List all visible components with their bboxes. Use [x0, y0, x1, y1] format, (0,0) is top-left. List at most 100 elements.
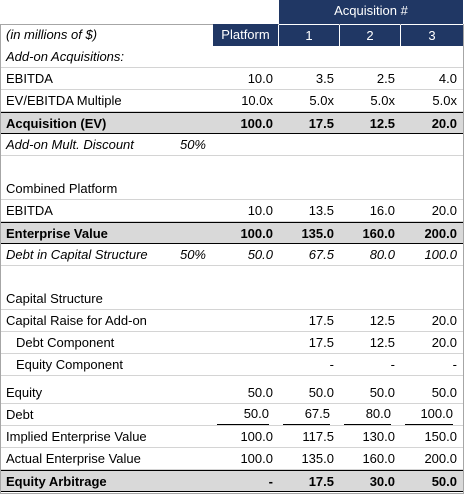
value: - — [268, 474, 273, 489]
table-row: Equity Arbitrage - 17.5 30.0 50.0 — [1, 470, 463, 492]
row-percent — [178, 382, 213, 403]
value-cell: 100.0 — [213, 426, 279, 447]
value: 200.0 — [424, 226, 457, 241]
value-cell: 80.0 — [340, 404, 401, 425]
value-cell: 2.5 — [340, 68, 401, 89]
table-row: Add-on Acquisitions: — [1, 46, 463, 68]
value-cell: 13.5 — [279, 200, 340, 221]
row-percent — [178, 354, 213, 375]
value-cell: - — [340, 354, 401, 375]
value-cell: 5.0x — [279, 90, 340, 111]
value: 17.5 — [308, 313, 334, 328]
value-cell: 12.5 — [340, 310, 401, 331]
row-percent — [178, 178, 213, 199]
value-cell: - — [401, 354, 463, 375]
value-cell: 10.0 — [213, 68, 279, 89]
value-cell: 150.0 — [401, 426, 463, 447]
value: 50.0 — [247, 385, 273, 400]
row-percent — [178, 426, 213, 447]
value-cell: 50.0 — [213, 404, 279, 425]
row-label: Debt Component — [16, 335, 115, 350]
value-cell: 160.0 — [340, 448, 401, 469]
value-cell: 200.0 — [401, 448, 463, 469]
row-percent — [178, 223, 213, 243]
table-row: Add-on Mult. Discount 50% — [1, 134, 463, 156]
value-cell: 117.5 — [279, 426, 340, 447]
value: 100.0 — [424, 247, 457, 262]
row-label: Acquisition (EV) — [6, 116, 107, 131]
value: 20.0 — [431, 313, 457, 328]
value: 160.0 — [362, 226, 395, 241]
value: - — [329, 357, 334, 372]
row-percent: 50% — [179, 247, 206, 262]
value-cell — [401, 134, 463, 155]
value-cell: 20.0 — [401, 310, 463, 331]
caption: (in millions of $) — [6, 27, 98, 42]
value: 67.5 — [283, 404, 330, 425]
value-cell: 30.0 — [340, 471, 401, 491]
value-cell — [401, 46, 463, 67]
value-cell: 50.0 — [213, 244, 279, 265]
value: 50.0 — [431, 474, 457, 489]
row-percent — [178, 471, 213, 491]
row-percent — [178, 332, 213, 353]
value-cell: 67.5 — [279, 244, 340, 265]
value: 12.5 — [369, 335, 395, 350]
value-cell — [213, 332, 279, 353]
value: 100.0 — [240, 451, 273, 466]
value: 20.0 — [431, 203, 457, 218]
value: 117.5 — [302, 429, 334, 444]
value: 16.0 — [369, 203, 395, 218]
value-cell: - — [279, 354, 340, 375]
value-cell: 50.0 — [279, 382, 340, 403]
value: 50.0 — [431, 385, 457, 400]
value-cell: 4.0 — [401, 68, 463, 89]
row-label: EBITDA — [6, 203, 53, 218]
value-cell: 135.0 — [279, 223, 340, 243]
table-row: EBITDA 10.0 3.5 2.5 4.0 — [1, 68, 463, 90]
column-header: 1 — [279, 24, 339, 46]
row-label: Implied Enterprise Value — [6, 429, 147, 444]
row-label: Capital Structure — [6, 291, 103, 306]
row-label: Actual Enterprise Value — [6, 451, 141, 466]
row-label: Equity Component — [16, 357, 123, 372]
value-cell: 17.5 — [279, 471, 340, 491]
value-cell: 12.5 — [340, 113, 401, 133]
value-cell: 50.0 — [213, 382, 279, 403]
row-percent — [178, 90, 213, 111]
value: 50.0 — [369, 385, 395, 400]
table-row: Debt 50.0 67.5 80.0 100.0 — [1, 404, 463, 426]
value: 17.5 — [308, 335, 334, 350]
value: 12.5 — [369, 116, 395, 131]
value-cell: 135.0 — [279, 448, 340, 469]
column-header: 2 — [340, 24, 400, 46]
value: 2.5 — [376, 71, 395, 86]
value: 20.0 — [431, 335, 457, 350]
value: 100.0 — [405, 404, 453, 425]
value-cell: 5.0x — [340, 90, 401, 111]
table-row: Capital Structure — [1, 288, 463, 310]
value: 10.0 — [247, 203, 273, 218]
value: 80.0 — [369, 247, 395, 262]
value-cell: 17.5 — [279, 332, 340, 353]
value: 150.0 — [424, 429, 457, 444]
value: 160.0 — [362, 451, 395, 466]
value-cell: 200.0 — [401, 223, 463, 243]
table-row: Implied Enterprise Value 100.0 117.5 130.0 1… — [1, 426, 463, 448]
row-percent — [178, 404, 213, 425]
value: 5.0x — [432, 93, 457, 108]
value: 4.0 — [438, 71, 457, 86]
value-cell: 100.0 — [213, 223, 279, 243]
value-cell: 17.5 — [279, 113, 340, 133]
value-cell: - — [213, 471, 279, 491]
value-cell: 12.5 — [340, 332, 401, 353]
value: 13.5 — [308, 203, 334, 218]
table-row: EBITDA 10.0 13.5 16.0 20.0 — [1, 200, 463, 222]
value: 200.0 — [424, 451, 457, 466]
row-label: Enterprise Value — [6, 226, 108, 241]
value-cell — [213, 310, 279, 331]
value-cell — [213, 178, 279, 199]
row-label: Debt — [6, 407, 34, 422]
value-cell: 50.0 — [401, 382, 463, 403]
